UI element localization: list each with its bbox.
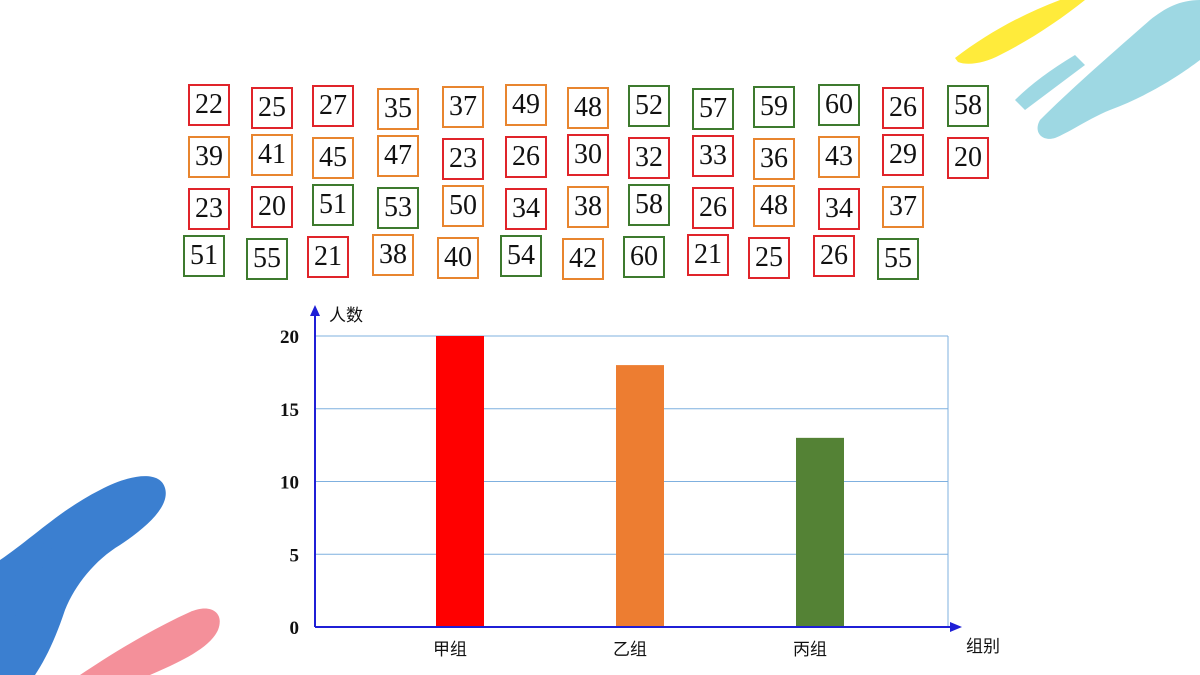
number-box: 55 [246,238,288,280]
number-box: 27 [312,85,354,127]
number-box: 26 [882,87,924,129]
number-box: 37 [442,86,484,128]
bars [436,336,844,627]
number-box: 58 [628,184,670,226]
x-tick-label: 乙组 [613,640,647,660]
number-box: 58 [947,85,989,127]
cyan-brush-stroke [1037,0,1200,139]
number-box: 57 [692,88,734,130]
number-box: 25 [748,237,790,279]
number-box: 38 [567,186,609,228]
y-tick-label: 15 [280,400,299,421]
number-box: 41 [251,134,293,176]
y-tick-label: 20 [280,327,299,348]
y-tick-label: 5 [290,545,300,566]
number-box: 29 [882,134,924,176]
number-box: 37 [882,186,924,228]
number-box: 48 [753,185,795,227]
number-box: 42 [562,238,604,280]
number-box: 23 [442,138,484,180]
blue-brush-branch [0,540,52,625]
number-box: 33 [692,135,734,177]
cyan-brush-drip [1015,55,1085,110]
pink-brush-stroke [80,608,220,675]
bar [796,437,844,627]
number-box: 26 [505,136,547,178]
number-box: 45 [312,137,354,179]
number-box: 40 [437,237,479,279]
number-box: 59 [753,86,795,128]
number-box: 34 [818,188,860,230]
number-box: 26 [692,187,734,229]
x-axis-label: 组别 [966,637,1000,657]
yellow-brush-stroke [955,0,1085,64]
number-box: 60 [818,84,860,126]
number-box: 54 [500,235,542,277]
bar [616,365,664,627]
number-box: 39 [188,136,230,178]
number-box: 34 [505,188,547,230]
number-box: 23 [188,188,230,230]
number-box: 25 [251,87,293,129]
number-box: 22 [188,84,230,126]
number-box: 26 [813,235,855,277]
x-tick-label: 丙组 [793,640,827,660]
number-box: 32 [628,137,670,179]
x-tick-label: 甲组 [433,640,467,660]
number-box: 43 [818,136,860,178]
number-box: 55 [877,238,919,280]
number-box: 47 [377,135,419,177]
y-tick-label: 0 [290,618,300,639]
number-box: 38 [372,234,414,276]
y-ticks: 0 5 10 15 20 [280,327,299,639]
number-box: 20 [251,186,293,228]
number-box: 50 [442,185,484,227]
number-box: 49 [505,84,547,126]
x-ticks: 甲组 乙组 丙组 [433,640,827,660]
number-box: 36 [753,138,795,180]
number-box: 48 [567,87,609,129]
number-box: 20 [947,137,989,179]
y-axis-arrow [310,305,320,316]
number-box: 21 [307,236,349,278]
bar [436,336,484,627]
number-box: 53 [377,187,419,229]
y-tick-label: 10 [280,473,299,494]
number-box: 60 [623,236,665,278]
number-box: 30 [567,134,609,176]
number-box: 52 [628,85,670,127]
blue-brush-stroke [0,476,166,675]
number-box: 51 [312,184,354,226]
number-box: 51 [183,235,225,277]
number-box: 35 [377,88,419,130]
number-box: 21 [687,234,729,276]
y-axis-label: 人数 [329,306,363,326]
x-axis-arrow [950,622,962,632]
